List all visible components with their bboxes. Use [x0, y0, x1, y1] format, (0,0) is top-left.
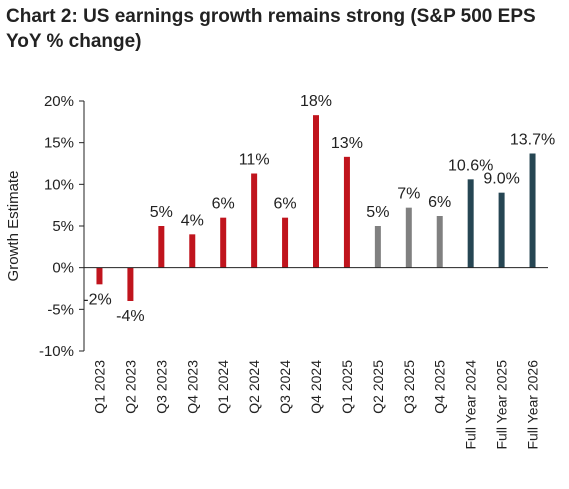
category-label: Full Year 2025	[494, 360, 510, 450]
bar	[251, 173, 258, 268]
data-label: 7%	[397, 186, 420, 203]
category-label: Q1 2024	[215, 360, 231, 414]
data-label: 5%	[150, 204, 173, 221]
category-label: Q1 2025	[339, 360, 355, 414]
bar	[498, 192, 505, 268]
category-label: Q4 2025	[432, 360, 448, 414]
category-label: Q2 2024	[246, 360, 262, 414]
data-label: 4%	[181, 212, 204, 229]
bar	[127, 267, 134, 301]
data-label: 6%	[428, 194, 451, 211]
bar	[405, 207, 412, 268]
category-label: Full Year 2026	[525, 360, 541, 450]
category-label: Q2 2023	[122, 360, 138, 414]
y-tick-label: -10%	[39, 343, 74, 360]
y-tick-label: -5%	[47, 301, 74, 318]
data-label: 5%	[366, 204, 389, 221]
bar	[158, 226, 165, 268]
y-axis-title: Growth Estimate	[5, 171, 22, 282]
category-label: Q3 2023	[153, 360, 169, 414]
data-labels-group: -2% -4% 5% 4% 6% 11% 6% 18% 13% 5% 7% 6% 10.6%9.0% 13…	[83, 93, 555, 325]
data-label: 6%	[212, 196, 235, 213]
data-label: -4%	[116, 308, 144, 325]
category-label: Q2 2025	[370, 360, 386, 414]
data-label: 13%	[331, 135, 363, 152]
y-tick-label: 0%	[52, 260, 74, 277]
data-label: 10.6%	[448, 157, 493, 174]
category-label: Q4 2023	[184, 360, 200, 414]
y-axis: 20% 15% 10% 5% 0% -5% -10%	[39, 93, 84, 360]
category-label: Q1 2023	[91, 360, 107, 414]
bar	[343, 156, 350, 268]
data-label: 6%	[274, 196, 297, 213]
y-tick-label: 5%	[52, 218, 74, 235]
category-label: Full Year 2024	[463, 360, 479, 450]
y-tick-label: 20%	[44, 93, 74, 110]
data-label: 13.7%	[510, 132, 555, 149]
chart-title: Chart 2: US earnings growth remains stro…	[6, 6, 536, 52]
bar	[529, 153, 536, 268]
bar	[436, 216, 443, 268]
category-label: Q3 2025	[401, 360, 417, 414]
x-axis: Q1 2023 Q2 2023 Q3 2023 Q4 2023 Q1 2024 Q2 20…	[91, 360, 540, 450]
y-tick-label: 10%	[44, 176, 74, 193]
category-label: Q4 2024	[308, 360, 324, 414]
bar	[220, 217, 227, 268]
y-tick-label: 15%	[44, 135, 74, 152]
category-label: Q3 2024	[277, 360, 293, 414]
bars-group	[96, 115, 536, 301]
bar	[467, 179, 474, 268]
bar	[313, 115, 319, 268]
bar	[282, 217, 289, 268]
bar	[189, 234, 196, 268]
bar	[374, 226, 381, 268]
data-label: 9.0%	[483, 171, 519, 188]
bar	[96, 267, 103, 285]
data-label: 18%	[300, 93, 332, 110]
data-label: -2%	[83, 291, 111, 308]
data-label: 11%	[239, 152, 270, 169]
